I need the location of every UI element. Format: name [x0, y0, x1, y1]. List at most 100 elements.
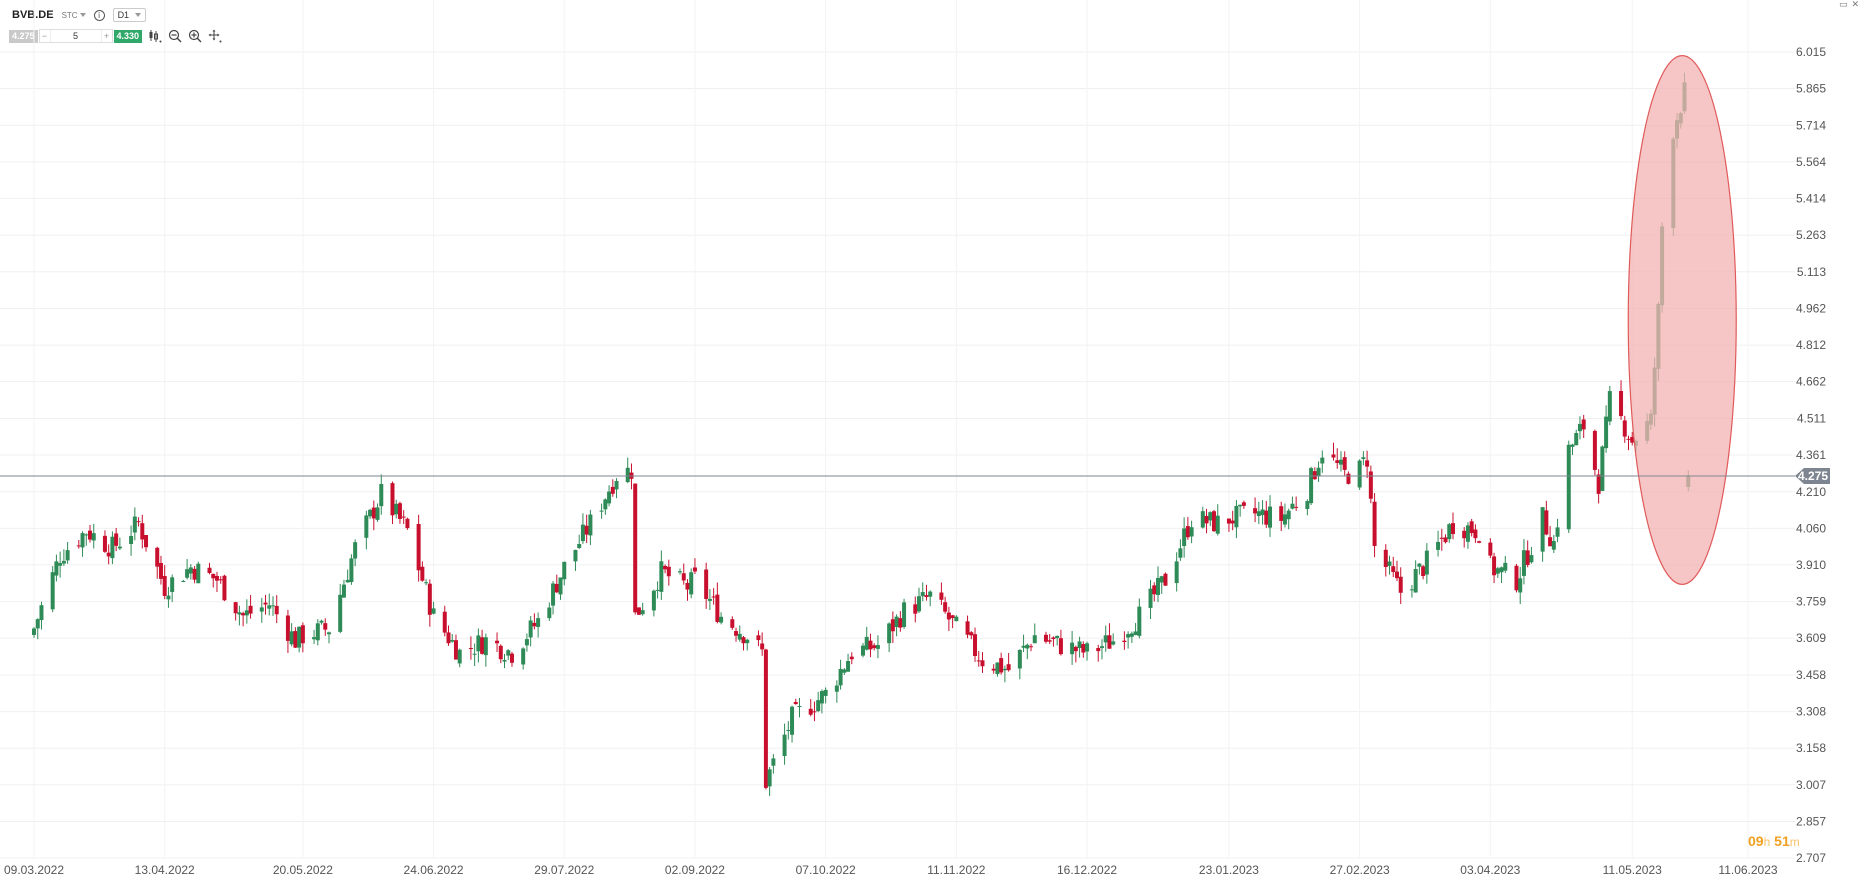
candle-body: [614, 481, 619, 490]
sell-price-button[interactable]: 4.275: [9, 29, 38, 43]
candle-body: [416, 523, 421, 571]
candle-body: [1253, 508, 1258, 514]
candle-body: [327, 632, 332, 635]
candle-body: [719, 616, 724, 623]
candle-body: [860, 645, 865, 656]
y-tick-label: 4.511: [1797, 411, 1826, 425]
candle-body: [207, 567, 212, 574]
candle-body: [943, 602, 948, 612]
x-tick-label: 23.01.2023: [1199, 863, 1259, 877]
candle-body: [599, 510, 604, 512]
candlestick-icon[interactable]: [148, 29, 162, 43]
candle-body: [1021, 645, 1026, 648]
x-tick-label: 11.06.2023: [1718, 863, 1777, 877]
candle-body: [1566, 444, 1571, 530]
candle-body: [991, 668, 996, 671]
candle-body: [528, 620, 533, 638]
candle-body: [610, 486, 615, 494]
candle-body: [1335, 460, 1340, 463]
candle-body: [812, 711, 817, 713]
candle-body: [1622, 420, 1627, 437]
candle-body: [1417, 563, 1422, 567]
x-tick-label: 11.11.2022: [927, 863, 986, 877]
candle-body: [457, 649, 462, 664]
close-icon[interactable]: ✕: [1851, 0, 1859, 10]
candle-body: [846, 661, 851, 672]
minimize-icon[interactable]: ▭: [1838, 0, 1848, 10]
candle-body: [102, 535, 107, 552]
quantity-input[interactable]: 5: [49, 30, 102, 42]
candle-body: [692, 567, 697, 572]
instrument-type-dropdown[interactable]: STC: [62, 11, 86, 20]
x-tick-label: 11.05.2023: [1603, 863, 1662, 877]
candle-body: [1185, 526, 1190, 538]
highlight-ellipse-layer: [1627, 55, 1737, 585]
candle-body: [110, 536, 115, 559]
x-tick-label: 16.12.2022: [1057, 863, 1117, 877]
candle-body: [771, 758, 776, 766]
candle-body: [1342, 457, 1347, 470]
candle-body: [375, 507, 380, 520]
candle-body: [928, 591, 933, 597]
candle-body: [584, 525, 589, 535]
crosshair-icon[interactable]: [208, 29, 222, 43]
candle-body: [274, 605, 279, 615]
candle-body: [898, 618, 903, 628]
timer-minutes-unit: m: [1789, 835, 1800, 849]
candle-body: [61, 560, 66, 564]
symbol-label[interactable]: BVB.DE: [12, 9, 54, 21]
candle-body: [842, 669, 847, 673]
candle-body: [244, 610, 249, 616]
candle-body: [607, 491, 612, 504]
candle-body: [1096, 648, 1101, 652]
candle-body: [678, 571, 683, 573]
candle-body: [506, 650, 511, 656]
x-tick-label: 07.10.2022: [796, 863, 856, 877]
candle-body: [573, 549, 578, 562]
candle-body: [323, 623, 328, 630]
candle-body: [1600, 446, 1605, 491]
candle-body: [158, 562, 163, 579]
candle-body: [1499, 567, 1504, 573]
candle-body: [35, 619, 40, 629]
candle-body: [371, 507, 376, 519]
candle-body: [166, 595, 171, 600]
candle-body: [353, 542, 358, 559]
candle-body: [1492, 556, 1497, 576]
candle-body: [1282, 514, 1287, 525]
candle-body: [1204, 515, 1209, 524]
info-icon[interactable]: i: [93, 9, 105, 21]
quantity-stepper[interactable]: − 5 +: [38, 29, 113, 43]
candle-body: [397, 503, 402, 519]
candle-body: [939, 592, 944, 600]
instrument-toolbar: BVB.DE STC i D1: [12, 8, 147, 22]
zoom-out-icon[interactable]: [168, 29, 182, 43]
candle-body: [808, 708, 813, 715]
zoom-in-icon[interactable]: [188, 29, 202, 43]
candle-body: [924, 595, 929, 598]
candle-body: [32, 628, 36, 635]
candle-body: [834, 685, 839, 692]
candle-body: [91, 533, 96, 541]
increase-quantity-button[interactable]: +: [103, 31, 110, 41]
candle-body: [1365, 460, 1370, 467]
candle-body: [211, 573, 216, 579]
y-tick-label: 5.865: [1796, 82, 1826, 96]
candle-body: [1051, 637, 1056, 640]
candle-body: [917, 596, 922, 612]
timeframe-dropdown[interactable]: D1: [112, 8, 147, 22]
candle-body: [1626, 438, 1631, 440]
candle-body: [1555, 527, 1560, 537]
candle-body: [401, 516, 406, 518]
decrease-quantity-button[interactable]: −: [41, 31, 48, 41]
candle-body: [1514, 565, 1519, 591]
candle-body: [405, 518, 410, 529]
y-tick-label: 3.910: [1796, 558, 1826, 572]
candle-body: [319, 620, 324, 623]
candle-body: [1122, 640, 1127, 643]
candle-body: [1477, 541, 1482, 543]
buy-price-button[interactable]: 4.330: [113, 29, 143, 43]
y-tick-label: 3.759: [1796, 595, 1826, 609]
y-tick-label: 4.662: [1796, 375, 1826, 389]
